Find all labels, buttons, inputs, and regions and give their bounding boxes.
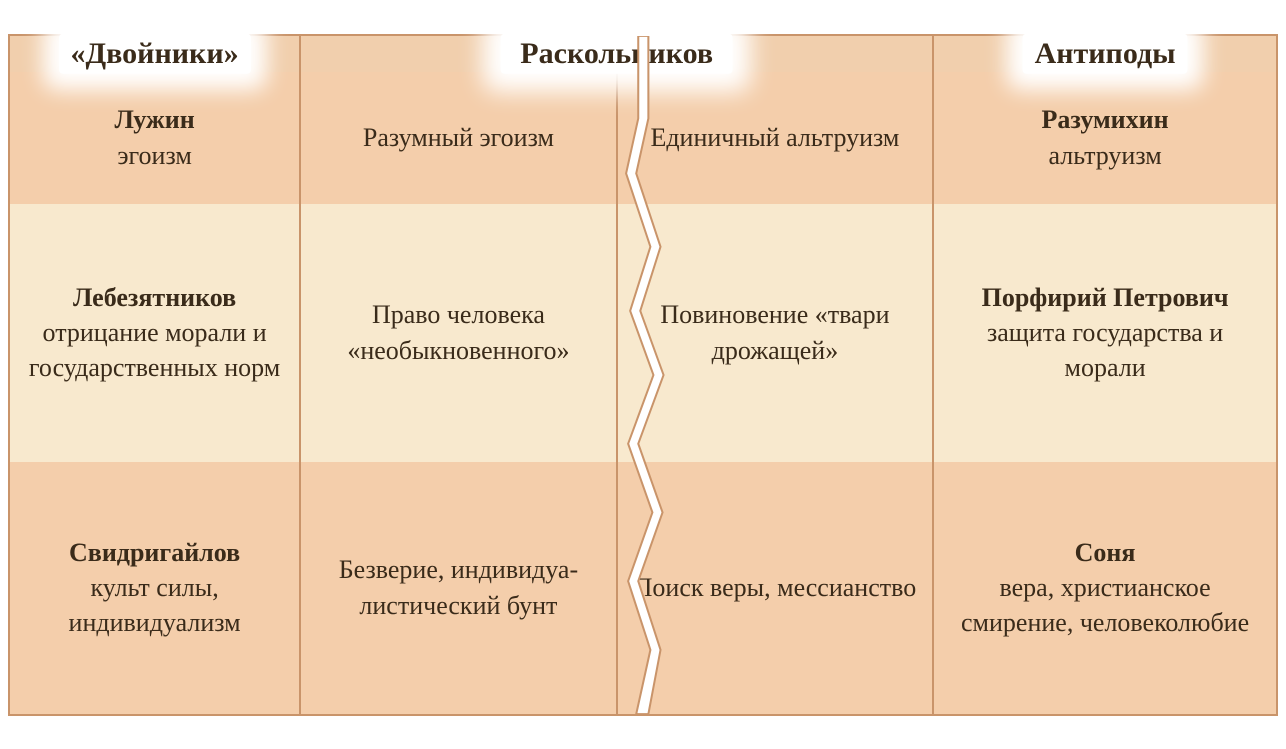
doubles-cell: Свидригайлов культ силы, индивидуализм <box>10 462 301 714</box>
rask-left-text: Безверие, индивидуа­листический бунт <box>315 552 602 622</box>
rask-left-cell: Разумный эгоизм <box>301 72 618 204</box>
header-center-label: Раскольников <box>500 33 733 74</box>
doubles-name: Лужин <box>114 102 194 137</box>
header-doubles-label: «Двойники» <box>59 33 251 74</box>
rask-left-text: Право человека «необыкновен­ного» <box>315 297 602 367</box>
rask-right-cell: Повиновение «твари дрожащей» <box>618 204 935 462</box>
doubles-trait: отрицание морали и государственных норм <box>24 315 285 385</box>
antipode-name: Разумихин <box>1042 102 1169 137</box>
rask-right-text: Единичный альтруизм <box>650 120 899 155</box>
antipode-cell: Порфирий Петрович защита государства и м… <box>934 204 1276 462</box>
doubles-cell: Лебезятников отрицание морали и государс… <box>10 204 301 462</box>
rask-right-cell: Единичный альтруизм <box>618 72 935 204</box>
doubles-name: Свидригайлов <box>69 535 240 570</box>
rask-right-text: Поиск веры, мессианство <box>634 570 917 605</box>
table-row: Свидригайлов культ силы, индивидуализм Б… <box>10 462 1276 714</box>
comparison-table: «Двойники» Раскольников Антиподы Лужин э… <box>8 34 1278 716</box>
doubles-trait: эгоизм <box>117 138 191 173</box>
table-row: Лужин эгоизм Разумный эгоизм Единичный а… <box>10 72 1276 204</box>
doubles-name: Лебезятников <box>73 280 236 315</box>
header-doubles: «Двойники» <box>10 36 301 72</box>
antipode-trait: вера, христианское смирение, человеколюб… <box>948 570 1262 640</box>
rask-right-text: Повиновение «твари дрожащей» <box>632 297 919 367</box>
rask-left-text: Разумный эгоизм <box>363 120 554 155</box>
table-row: Лебезятников отрицание морали и государс… <box>10 204 1276 462</box>
doubles-cell: Лужин эгоизм <box>10 72 301 204</box>
header-raskolnikov: Раскольников <box>301 36 934 72</box>
antipode-name: Порфирий Петрович <box>982 280 1229 315</box>
header-antipodes: Антиподы <box>934 36 1276 72</box>
header-antipodes-label: Антиподы <box>1023 33 1188 74</box>
antipode-cell: Разумихин альтруизм <box>934 72 1276 204</box>
antipode-trait: защита государства и морали <box>948 315 1262 385</box>
antipode-name: Соня <box>1075 535 1136 570</box>
rask-left-cell: Безверие, индивидуа­листический бунт <box>301 462 618 714</box>
antipode-cell: Соня вера, христианское смирение, челове… <box>934 462 1276 714</box>
rask-right-cell: Поиск веры, мессианство <box>618 462 935 714</box>
antipode-trait: альтруизм <box>1048 138 1161 173</box>
rask-left-cell: Право человека «необыкновен­ного» <box>301 204 618 462</box>
doubles-trait: культ силы, индивидуализм <box>24 570 285 640</box>
table-header-row: «Двойники» Раскольников Антиподы <box>10 36 1276 72</box>
